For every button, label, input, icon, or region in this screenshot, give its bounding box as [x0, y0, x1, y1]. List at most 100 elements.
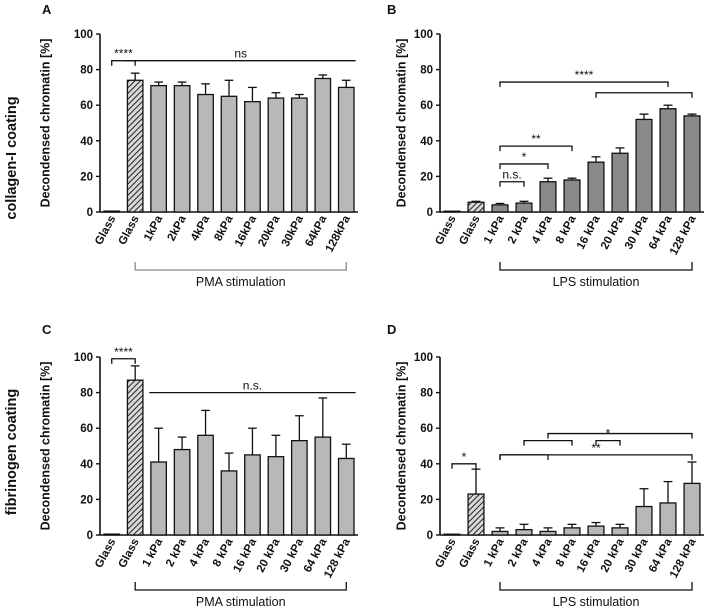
bar: [635, 505, 653, 536]
bar: [337, 457, 355, 536]
panel-letter: C: [42, 322, 52, 337]
y-tick-label: 100: [414, 29, 433, 41]
y-axis-label: Decondensed chromatin [%]: [38, 39, 52, 208]
category-label: 1kPa: [142, 213, 165, 243]
bar: [467, 493, 485, 536]
y-tick-label: 20: [80, 494, 93, 506]
panel-letter: A: [42, 2, 52, 17]
category-label: Glass: [433, 537, 458, 570]
category-label: 8 kPa: [211, 536, 236, 569]
y-tick-label: 20: [420, 171, 433, 183]
significance-bracket: [499, 454, 549, 460]
y-tick-label: 40: [420, 459, 433, 471]
row-label-collagen: collagen-I coating: [4, 96, 20, 219]
category-label: 2 kPa: [506, 213, 531, 246]
y-tick-label: 0: [427, 207, 433, 219]
y-tick-label: 0: [87, 207, 93, 219]
bar: [290, 97, 308, 213]
bar: [587, 161, 605, 213]
category-label: Glass: [433, 214, 458, 247]
category-label: Glass: [117, 537, 142, 570]
category-label: 4 kPa: [530, 213, 555, 246]
panel-C: C Decondensed chromatin [%] 0 20 40 60 80 100 Gl…: [38, 322, 358, 609]
y-tick-label: 80: [80, 388, 93, 400]
panel-A: A Decondensed chromatin [%] 0 20 40 60 80 100 Gl…: [38, 2, 358, 289]
significance-label: n.s.: [243, 379, 262, 393]
bar: [337, 86, 355, 213]
bar: [173, 84, 191, 213]
y-tick-label: 100: [414, 352, 433, 364]
bar: [103, 210, 121, 213]
category-label: Glass: [457, 214, 482, 247]
bar: [290, 440, 308, 536]
bar: [515, 202, 533, 213]
category-label: 2 kPa: [506, 536, 531, 569]
significance-label: ****: [575, 68, 594, 82]
y-axis-label: Decondensed chromatin [%]: [394, 39, 408, 208]
bar: [220, 95, 238, 213]
group-label: LPS stimulation: [553, 595, 640, 609]
category-label: Glass: [457, 537, 482, 570]
category-label: 4kPa: [189, 213, 212, 243]
significance-label: *: [462, 450, 467, 464]
y-axis-label: Decondensed chromatin [%]: [394, 362, 408, 531]
y-tick-label: 100: [74, 29, 93, 41]
category-label: Glass: [93, 537, 118, 570]
y-tick-label: 80: [420, 65, 433, 77]
bar: [173, 448, 191, 536]
bar: [150, 84, 168, 213]
category-label: 1 kPa: [141, 536, 166, 569]
bar: [314, 436, 332, 536]
bar: [659, 108, 677, 213]
y-tick-label: 60: [80, 100, 93, 112]
bar: [244, 100, 261, 213]
y-tick-label: 80: [420, 388, 433, 400]
panel-D: D Decondensed chromatin [%] 0 20 40 60 80 100 Gl…: [387, 322, 704, 609]
bar: [443, 210, 461, 213]
panel-B: B Decondensed chromatin [%] 0 20 40 60 80 100 Gl…: [387, 2, 704, 289]
significance-bracket: [499, 163, 549, 169]
significance-label: **: [591, 441, 601, 455]
group-label: PMA stimulation: [196, 275, 286, 289]
bar: [267, 97, 285, 213]
y-tick-label: 0: [427, 530, 433, 542]
bar: [683, 115, 701, 213]
group-bracket: [499, 262, 693, 271]
bar: [587, 525, 605, 536]
bar: [197, 434, 214, 536]
row-label-fibrinogen: fibrinogen coating: [4, 389, 20, 515]
group-label: PMA stimulation: [196, 595, 286, 609]
y-tick-label: 60: [420, 423, 433, 435]
y-tick-label: 20: [80, 171, 93, 183]
y-tick-label: 0: [87, 530, 93, 542]
significance-label: ****: [114, 345, 133, 359]
bar: [314, 77, 332, 213]
bar: [611, 152, 629, 213]
bar: [683, 482, 701, 536]
significance-label: **: [531, 132, 541, 146]
category-label: Glass: [117, 214, 142, 247]
bar: [197, 93, 214, 213]
bar: [491, 530, 509, 536]
category-label: 8 kPa: [554, 213, 579, 246]
bar: [467, 201, 485, 213]
bar: [635, 118, 653, 213]
y-tick-label: 100: [74, 352, 93, 364]
significance-bracket: [595, 440, 621, 446]
significance-label: ****: [114, 47, 133, 61]
bar: [611, 527, 629, 536]
significance-bracket: [451, 463, 477, 469]
bar: [491, 204, 509, 213]
category-label: 1 kPa: [482, 536, 507, 569]
group-bracket: [134, 582, 347, 591]
category-label: 2kPa: [166, 213, 189, 243]
group-bracket: [134, 262, 347, 271]
y-tick-label: 40: [420, 136, 433, 148]
category-label: 1 kPa: [482, 213, 507, 246]
category-label: 8kPa: [212, 213, 235, 243]
y-axis-label: Decondensed chromatin [%]: [38, 362, 52, 531]
bar: [126, 379, 144, 536]
significance-bracket: [523, 440, 573, 446]
significance-bracket: [499, 145, 573, 152]
